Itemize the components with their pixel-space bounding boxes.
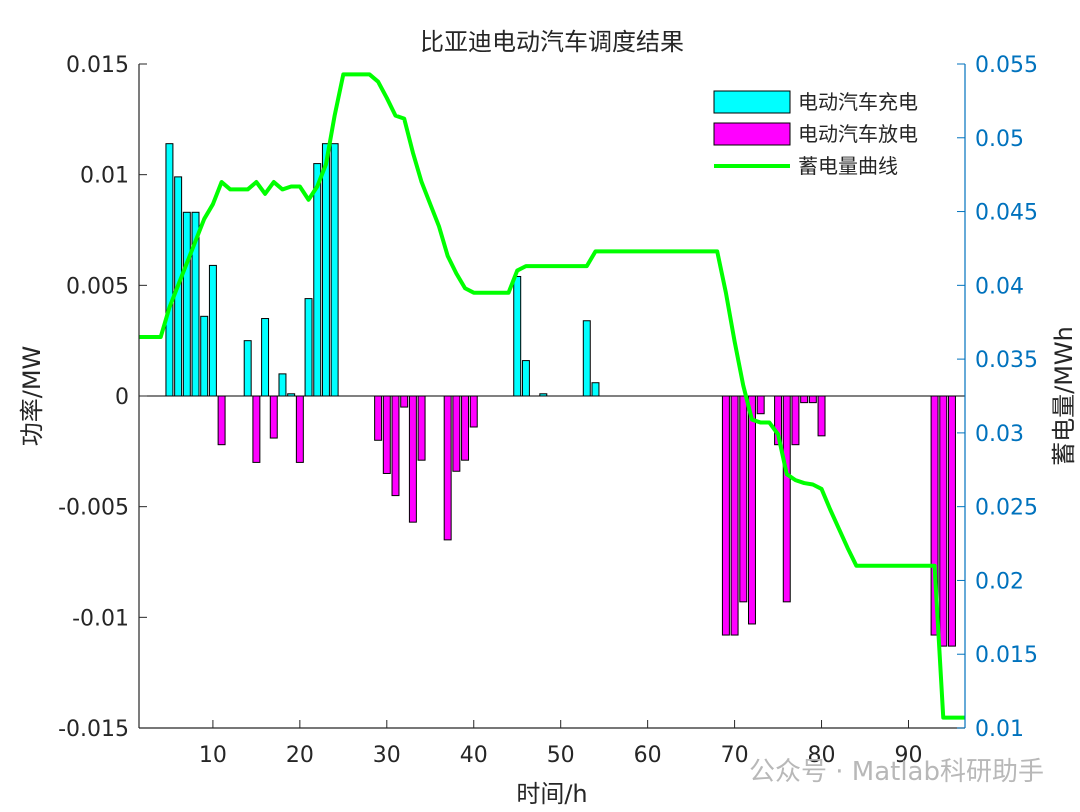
discharge-bar: [391, 395, 400, 497]
soc-line-layer: [139, 72, 965, 720]
x-tick-label: 50: [547, 743, 575, 768]
legend-discharge-swatch: [713, 122, 791, 146]
x-tick-label: 70: [721, 743, 749, 768]
x-tick-label: 30: [373, 743, 401, 768]
right-tick-label: 0.035: [975, 348, 1038, 373]
left-tick-label: -0.015: [58, 717, 129, 742]
left-tick-label: -0.005: [58, 496, 129, 521]
left-tick-label: 0: [115, 385, 129, 410]
charge-bar: [278, 373, 287, 397]
x-axis-ticks: 10 20 30 40 50 60 70 80 90: [199, 720, 922, 768]
left-axis-title: 功率/MW: [18, 346, 46, 447]
discharge-bar: [443, 395, 452, 541]
discharge-bar: [374, 395, 383, 441]
discharge-bar: [461, 395, 470, 461]
right-tick-label: 0.02: [975, 569, 1024, 594]
discharge-bar: [452, 395, 461, 472]
charge-bar: [208, 264, 217, 397]
discharge-bar: [269, 395, 278, 439]
charge-bar: [513, 275, 522, 397]
right-tick-label: 0.015: [975, 643, 1038, 668]
charge-bar: [261, 318, 270, 397]
charge-bar: [165, 143, 174, 397]
legend-charge-swatch: [713, 90, 791, 114]
left-tick-label: 0.015: [66, 53, 129, 78]
discharge-bar: [782, 395, 791, 603]
discharge-bar: [217, 395, 226, 446]
right-tick-label: 0.01: [975, 717, 1024, 742]
discharge-bar: [808, 395, 817, 404]
x-tick-label: 80: [808, 743, 836, 768]
right-axis-ticks: 0.01 0.015 0.02 0.025 0.03 0.035 0.04 0.045 0.05…: [957, 53, 1038, 742]
discharge-bar: [295, 395, 304, 463]
right-tick-label: 0.045: [975, 201, 1038, 226]
discharge-bar: [791, 395, 800, 446]
legend-discharge-label: 电动汽车放电: [798, 122, 918, 146]
x-tick-label: 10: [199, 743, 227, 768]
discharge-bar: [469, 395, 478, 428]
charge-bar: [521, 360, 530, 397]
discharge-bar: [400, 395, 409, 408]
charge-bar: [182, 211, 191, 397]
x-tick-label: 40: [460, 743, 488, 768]
charge-bar: [321, 143, 330, 397]
right-tick-label: 0.03: [975, 422, 1024, 447]
discharge-bar: [252, 395, 261, 463]
right-tick-label: 0.025: [975, 496, 1038, 521]
charge-bar: [243, 340, 252, 397]
charge-bar: [582, 320, 591, 397]
legend-soc-label: 蓄电量曲线: [798, 154, 898, 178]
left-tick-label: 0.005: [66, 274, 129, 299]
charge-bar: [200, 315, 209, 397]
right-tick-label: 0.055: [975, 53, 1038, 78]
x-tick-label: 90: [894, 743, 922, 768]
soc-line: [139, 72, 965, 720]
charge-bar: [304, 298, 313, 397]
discharge-bar: [748, 395, 756, 625]
discharge-bar: [739, 395, 748, 603]
discharge-bar: [408, 395, 417, 523]
right-tick-label: 0.04: [975, 274, 1024, 299]
left-tick-label: -0.01: [72, 606, 129, 631]
discharge-bar: [939, 395, 948, 647]
left-axis-ticks: -0.015 -0.01 -0.005 0 0.005 0.01 0.015: [58, 53, 147, 742]
charge-bar: [591, 382, 600, 397]
discharge-bar: [382, 395, 391, 474]
left-tick-label: 0.01: [80, 164, 129, 189]
discharge-bar: [721, 395, 730, 636]
discharge-bar: [417, 395, 426, 461]
discharge-bar: [947, 395, 956, 647]
discharge-bar: [800, 395, 809, 404]
right-axis-title: 蓄电量/MWh: [1050, 326, 1078, 466]
discharge-bar: [756, 395, 765, 415]
charge-bar: [313, 163, 322, 397]
discharge-bar: [817, 395, 826, 437]
bar-layer: [139, 143, 965, 647]
right-tick-label: 0.05: [975, 127, 1024, 152]
legend-charge-label: 电动汽车充电: [798, 90, 918, 114]
charge-bar: [330, 143, 339, 397]
x-axis-title: 时间/h: [516, 780, 587, 808]
chart-title: 比亚迪电动汽车调度结果: [420, 28, 684, 56]
watermark-text: 公众号 · Matlab科研助手: [749, 757, 1044, 787]
x-tick-label: 20: [286, 743, 314, 768]
discharge-bar: [730, 395, 739, 636]
x-tick-label: 60: [634, 743, 662, 768]
